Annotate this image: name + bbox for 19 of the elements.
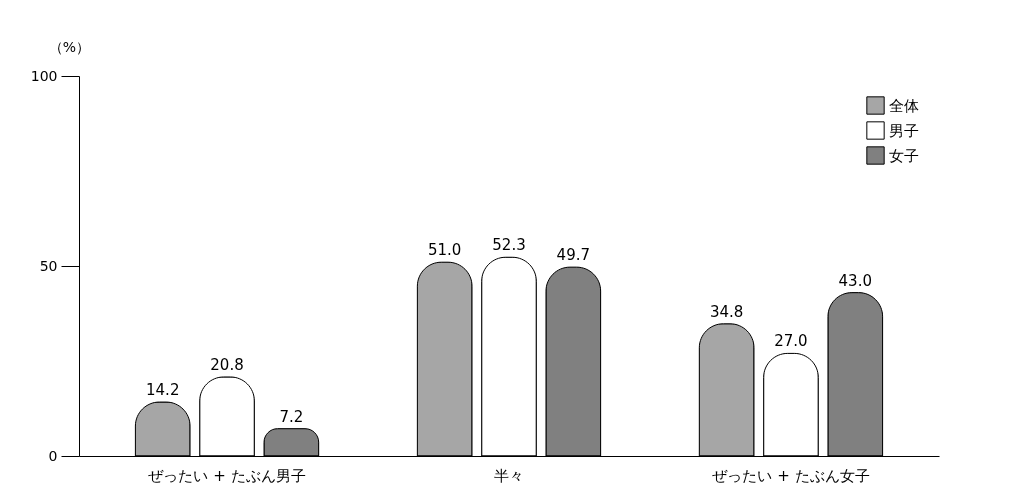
legend-label: 全体 bbox=[889, 96, 919, 115]
y-tick-label: 0 bbox=[48, 447, 58, 464]
x-tick-label: ぜったい + たぶん女子 bbox=[712, 466, 870, 485]
data-label: 51.0 bbox=[427, 241, 462, 260]
x-tick-label: 半々 bbox=[494, 466, 524, 485]
data-label: 20.8 bbox=[210, 355, 244, 374]
legend-label: 男子 bbox=[889, 121, 919, 140]
x-tick-label: ぜったい + たぶん男子 bbox=[148, 466, 306, 485]
data-label: 52.3 bbox=[492, 236, 526, 255]
data-label: 7.2 bbox=[279, 407, 304, 426]
y-tick-label: 100 bbox=[30, 67, 58, 84]
legend-label: 女子 bbox=[889, 146, 919, 165]
y-tick-label: 50 bbox=[39, 257, 58, 274]
data-label: 34.8 bbox=[709, 302, 744, 321]
y-axis-title: （%） bbox=[48, 38, 91, 55]
data-label: 27.0 bbox=[774, 332, 808, 351]
data-label: 14.2 bbox=[146, 381, 180, 400]
data-label: 49.7 bbox=[556, 246, 591, 265]
data-label: 43.0 bbox=[838, 271, 872, 290]
